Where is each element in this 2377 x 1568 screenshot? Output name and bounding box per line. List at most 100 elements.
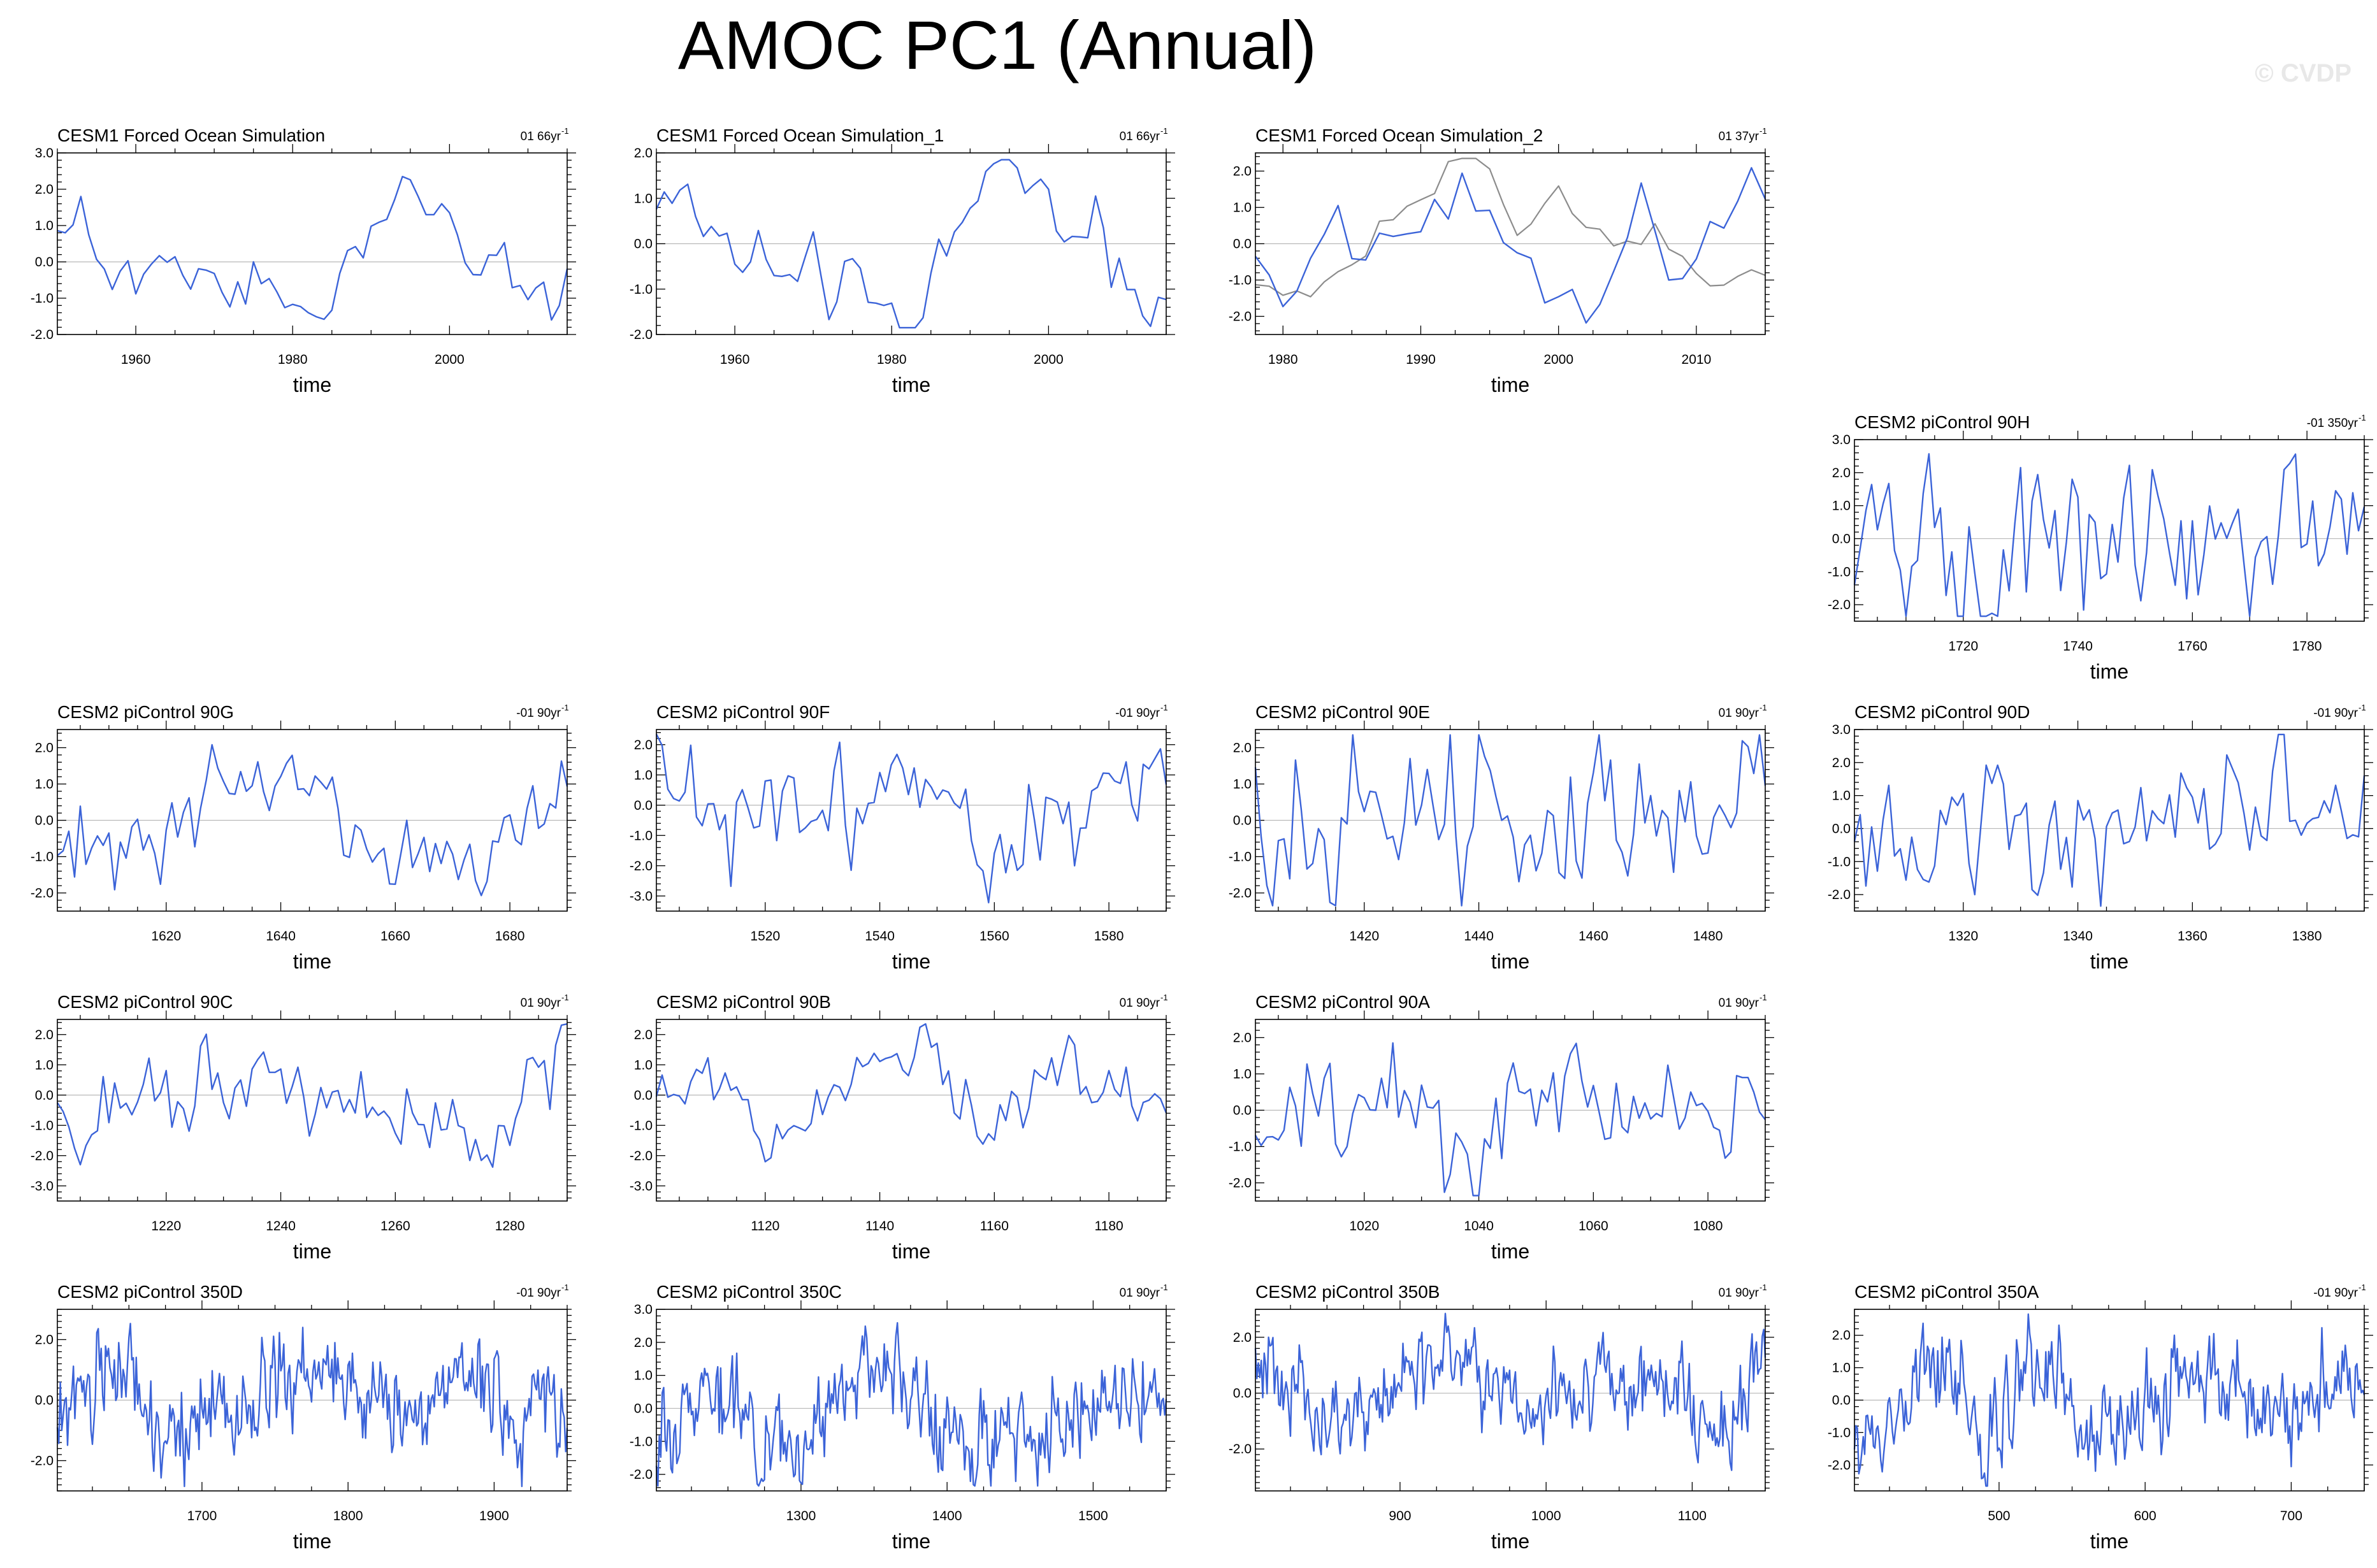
- y-tick-label: -2.0: [1229, 310, 1252, 324]
- y-tick-label: 2.0: [1233, 1031, 1252, 1046]
- x-axis-label: time: [293, 373, 331, 396]
- x-tick-label: 1980: [1268, 352, 1298, 367]
- y-tick-label: 0.0: [634, 237, 653, 252]
- y-tick-label: -1.0: [1229, 1140, 1252, 1154]
- panel-record-length-superscript: -1: [2359, 413, 2366, 422]
- panel-record-length: -01 90yr: [2313, 1286, 2358, 1300]
- panel-1: CESM1 Forced Ocean Simulation_1 01 66yr -1…: [630, 126, 1175, 396]
- panel-record-length-superscript: -1: [1160, 703, 1168, 712]
- panel-8: CESM2 piControl 90C 01 90yr -1 -3.0 -2.0 -1.0…: [31, 992, 576, 1263]
- panel-6: CESM2 piControl 90E 01 90yr -1 -2.0 -1.0 0.0 1…: [1229, 702, 1774, 973]
- y-tick-label: -1.0: [31, 291, 54, 306]
- x-tick-label: 1980: [877, 352, 907, 367]
- plot-frame: [656, 1309, 1167, 1492]
- panel-record-length: 01 37yr: [1719, 130, 1759, 143]
- x-tick-label: 1360: [2178, 929, 2207, 944]
- x-axis-label: time: [293, 950, 331, 973]
- x-tick-label: 1240: [266, 1219, 296, 1234]
- x-axis-label: time: [293, 1530, 331, 1553]
- y-tick-label: 3.0: [1832, 433, 1851, 447]
- x-tick-label: 1440: [1464, 929, 1494, 944]
- y-tick-label: 1.0: [634, 1058, 653, 1072]
- y-tick-label: 0.0: [1832, 531, 1851, 546]
- y-tick-label: -2.0: [1828, 888, 1851, 902]
- x-tick-label: 1340: [2063, 929, 2093, 944]
- panel-7: CESM2 piControl 90D -01 90yr -1 -2.0 -1.0 0.0…: [1828, 702, 2373, 973]
- panel-record-length-superscript: -1: [561, 1283, 569, 1292]
- y-tick-label: -1.0: [31, 850, 54, 865]
- plot-frame: [656, 729, 1167, 912]
- model-timeseries-line: [1853, 733, 2366, 907]
- y-tick-label: 0.0: [1832, 1393, 1851, 1408]
- x-tick-label: 1520: [750, 929, 780, 944]
- plot-frame: [1854, 729, 2365, 912]
- model-timeseries-line: [56, 1323, 568, 1488]
- y-tick-label: 1.0: [35, 219, 54, 233]
- y-tick-label: 0.0: [634, 798, 653, 813]
- x-tick-label: 1620: [151, 929, 181, 944]
- panel-3: CESM2 piControl 90H -01 350yr -1 -2.0 -1.0 0.…: [1828, 412, 2373, 683]
- x-tick-label: 1900: [479, 1509, 509, 1523]
- y-tick-label: -2.0: [1229, 1442, 1252, 1457]
- x-axis-label: time: [2090, 1530, 2128, 1553]
- x-tick-label: 1460: [1579, 929, 1608, 944]
- y-tick-label: -1.0: [31, 1118, 54, 1133]
- model-timeseries-line: [655, 1023, 1167, 1163]
- panel-record-length-superscript: -1: [1759, 1283, 1767, 1292]
- y-tick-label: -2.0: [630, 1149, 653, 1163]
- x-tick-label: 1660: [380, 929, 410, 944]
- x-tick-label: 2000: [1543, 352, 1573, 367]
- model-timeseries-line: [1853, 1313, 2366, 1487]
- y-tick-label: 0.0: [1233, 1386, 1252, 1401]
- panel-record-length-superscript: -1: [2359, 703, 2366, 712]
- y-tick-label: -2.0: [630, 327, 653, 342]
- y-tick-label: -2.0: [1828, 1458, 1851, 1472]
- y-tick-label: -2.0: [31, 1454, 54, 1469]
- panel-record-length-superscript: -1: [561, 993, 569, 1002]
- model-timeseries-line: [1254, 1042, 1766, 1197]
- panel-record-length: 01 90yr: [1719, 1286, 1759, 1300]
- x-axis-label: time: [2090, 660, 2128, 683]
- y-tick-label: 3.0: [1832, 723, 1851, 737]
- y-tick-label: 2.0: [634, 738, 653, 752]
- y-tick-label: 1.0: [35, 777, 54, 792]
- x-tick-label: 1020: [1349, 1219, 1379, 1234]
- panel-record-length: 01 90yr: [1120, 996, 1160, 1010]
- panel-title: CESM2 piControl 90F: [656, 702, 830, 722]
- x-tick-label: 1540: [865, 929, 895, 944]
- x-tick-label: 1960: [121, 352, 151, 367]
- x-tick-label: 1060: [1579, 1219, 1608, 1234]
- y-tick-label: 0.0: [634, 1401, 653, 1416]
- model-timeseries-line: [655, 159, 1167, 329]
- x-axis-label: time: [892, 373, 930, 396]
- plot-frame: [656, 152, 1167, 335]
- panel-title: CESM2 piControl 90G: [57, 702, 234, 722]
- panel-2: CESM1 Forced Ocean Simulation_2 01 37yr -1…: [1229, 126, 1774, 396]
- panel-record-length-superscript: -1: [1759, 126, 1767, 136]
- y-tick-label: -2.0: [1828, 598, 1851, 612]
- y-tick-label: 0.0: [35, 255, 54, 270]
- y-tick-label: 1.0: [634, 768, 653, 782]
- plot-frame: [1854, 439, 2365, 622]
- panel-record-length: -01 90yr: [1115, 707, 1160, 720]
- panel-record-length-superscript: -1: [1160, 993, 1168, 1002]
- model-timeseries-line: [655, 1322, 1167, 1487]
- panel-record-length: -01 90yr: [2313, 707, 2358, 720]
- x-tick-label: 1040: [1464, 1219, 1494, 1234]
- x-tick-label: 1720: [1948, 639, 1978, 654]
- panel-title: CESM2 piControl 350B: [1255, 1282, 1440, 1302]
- x-tick-label: 1960: [720, 352, 750, 367]
- y-tick-label: 0.0: [35, 814, 54, 828]
- x-tick-label: 2010: [1682, 352, 1712, 367]
- panel-record-length: -01 350yr: [2307, 417, 2359, 430]
- x-tick-label: 700: [2280, 1509, 2302, 1523]
- panel-title: CESM2 piControl 90A: [1255, 992, 1430, 1012]
- model-timeseries-line: [1254, 1313, 1766, 1471]
- plot-frame: [1255, 152, 1766, 335]
- y-tick-label: 2.0: [1832, 1328, 1851, 1343]
- panel-record-length-superscript: -1: [1759, 993, 1767, 1002]
- y-tick-label: -1.0: [1828, 565, 1851, 579]
- panel-10: CESM2 piControl 90A 01 90yr -1 -2.0 -1.0 0.0 1…: [1229, 992, 1774, 1263]
- y-tick-label: -1.0: [1828, 854, 1851, 869]
- panel-title: CESM2 piControl 90B: [656, 992, 831, 1012]
